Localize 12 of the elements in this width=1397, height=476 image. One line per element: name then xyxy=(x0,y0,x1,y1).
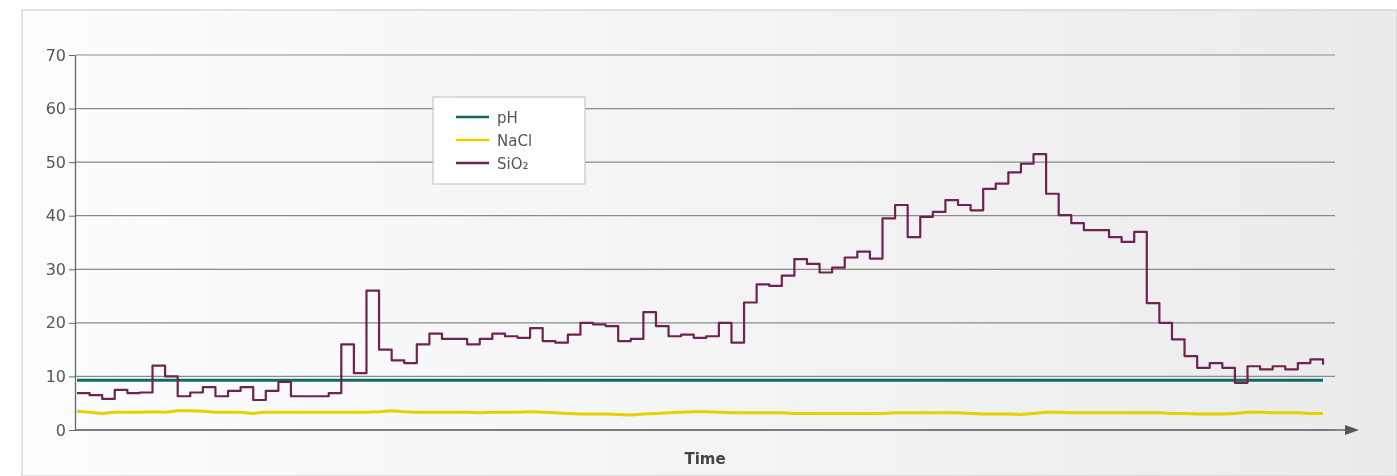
legend-label: pH xyxy=(497,109,518,127)
legend-label: SiO₂ xyxy=(497,155,529,173)
y-tick-label: 70 xyxy=(45,45,66,65)
y-tick-label: 30 xyxy=(45,259,66,279)
y-tick-label: 0 xyxy=(55,420,66,440)
y-tick-label: 20 xyxy=(45,313,66,333)
x-axis-title: Time xyxy=(684,450,726,468)
y-tick-label: 40 xyxy=(45,206,66,226)
y-tick-label: 60 xyxy=(45,99,66,119)
y-tick-label: 10 xyxy=(45,367,66,387)
y-tick-label: 50 xyxy=(45,152,66,172)
legend-label: NaCl xyxy=(497,132,533,150)
